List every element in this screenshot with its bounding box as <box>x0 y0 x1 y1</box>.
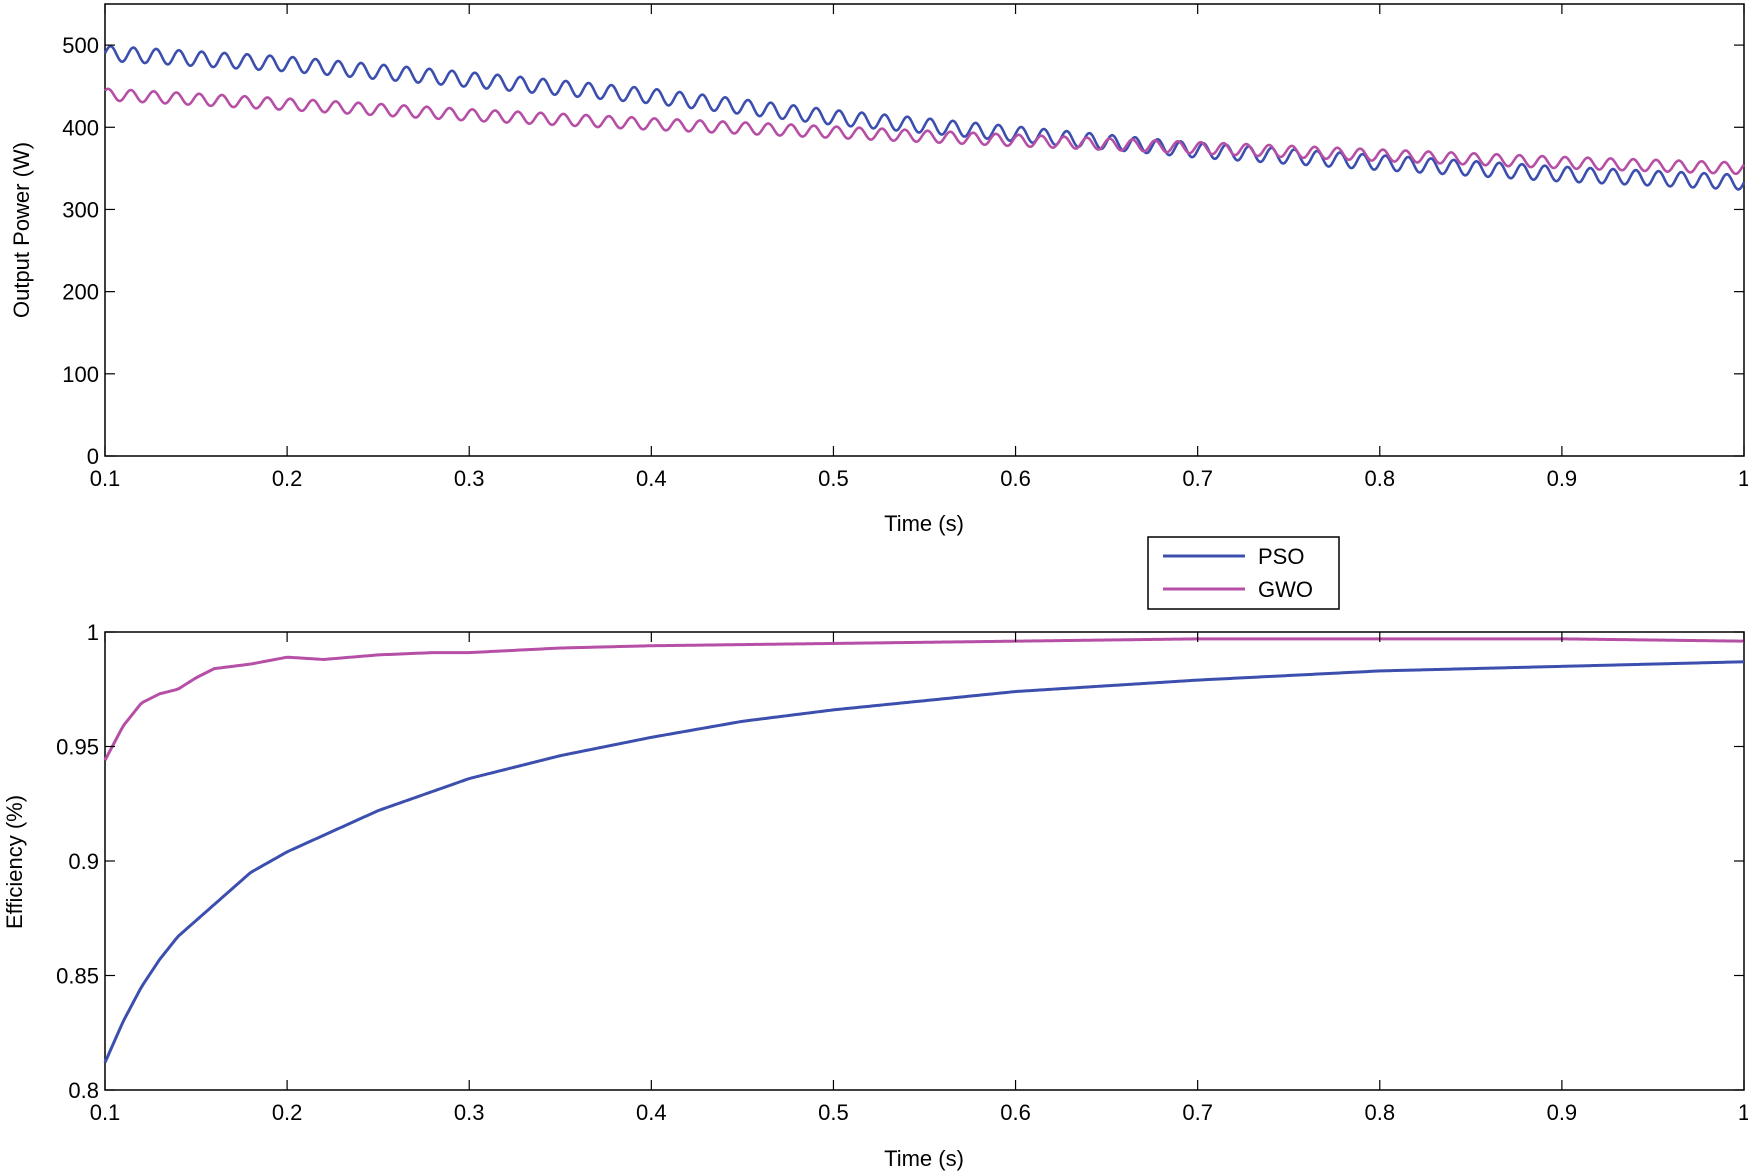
power-x-tick-label: 0.3 <box>454 466 485 491</box>
efficiency-y-tick-label: 0.8 <box>68 1078 99 1103</box>
power-y-ticks: 0 100 200 300 400 500 <box>62 33 1744 469</box>
efficiency-plot-area <box>104 631 1745 1091</box>
efficiency-x-tick-label: 0.8 <box>1364 1100 1395 1125</box>
efficiency-x-tick-label: 1 <box>1738 1100 1748 1125</box>
efficiency-y-axis-label: Efficiency (%) <box>2 795 27 929</box>
power-y-tick-label: 0 <box>87 444 99 469</box>
power-y-tick-label: 200 <box>62 280 99 305</box>
power-x-axis-label: Time (s) <box>884 511 964 536</box>
power-plot-area <box>104 3 1745 457</box>
efficiency-x-axis-label: Time (s) <box>884 1146 964 1171</box>
power-series-group <box>103 44 1746 191</box>
power-y-tick-label: 400 <box>62 115 99 140</box>
power-x-tick-label: 0.8 <box>1364 466 1395 491</box>
power-x-tick-label: 0.5 <box>818 466 849 491</box>
efficiency-x-tick-label: 0.4 <box>636 1100 667 1125</box>
power-x-ticks: 0.1 0.2 0.3 0.4 0.5 0.6 0.7 0.8 0.9 1 <box>90 4 1748 491</box>
power-x-tick-label: 0.4 <box>636 466 667 491</box>
legend-gwo-label: GWO <box>1258 577 1313 602</box>
efficiency-plot: 0.1 0.2 0.3 0.4 0.5 0.6 0.7 0.8 0.9 1 0.80.850.90… <box>2 620 1748 1171</box>
efficiency-x-tick-label: 0.6 <box>1000 1100 1031 1125</box>
power-x-tick-label: 1 <box>1738 466 1748 491</box>
power-y-tick-label: 300 <box>62 197 99 222</box>
efficiency-y-tick-label: 0.95 <box>56 735 99 760</box>
power-x-tick-label: 0.9 <box>1547 466 1578 491</box>
efficiency-x-tick-label: 0.3 <box>454 1100 485 1125</box>
efficiency-y-ticks: 0.8 0.85 0.9 0.95 1 <box>56 620 1744 1103</box>
efficiency-x-tick-label: 0.9 <box>1547 1100 1578 1125</box>
power-x-tick-label: 0.2 <box>272 466 303 491</box>
power-plot: 0.1 0.2 0.3 0.4 0.5 0.6 0.7 0.8 0.9 1 0 100 200 300 4… <box>9 3 1748 536</box>
legend-pso-label: PSO <box>1258 544 1304 569</box>
efficiency-x-tick-label: 0.5 <box>818 1100 849 1125</box>
power-series-pso-line <box>103 44 1746 191</box>
efficiency-y-tick-label: 0.9 <box>68 849 99 874</box>
efficiency-y-tick-label: 1 <box>87 620 99 645</box>
power-x-tick-label: 0.7 <box>1182 466 1213 491</box>
efficiency-x-tick-label: 0.1 <box>90 1100 121 1125</box>
efficiency-y-tick-label: 0.85 <box>56 964 99 989</box>
power-y-tick-label: 100 <box>62 362 99 387</box>
power-y-axis-label: Output Power (W) <box>9 142 34 318</box>
legend-box <box>1147 536 1340 610</box>
power-y-tick-label: 500 <box>62 33 99 58</box>
power-x-tick-label: 0.1 <box>90 466 121 491</box>
efficiency-x-tick-label: 0.7 <box>1182 1100 1213 1125</box>
efficiency-x-ticks: 0.1 0.2 0.3 0.4 0.5 0.6 0.7 0.8 0.9 1 <box>90 632 1748 1125</box>
legend: PSO GWO <box>1147 536 1340 610</box>
efficiency-series-group <box>103 637 1745 1064</box>
power-x-tick-label: 0.6 <box>1000 466 1031 491</box>
efficiency-series-pso-line <box>103 660 1745 1064</box>
power-series-gwo-line <box>104 87 1746 176</box>
efficiency-x-tick-label: 0.2 <box>272 1100 303 1125</box>
efficiency-series-gwo-line <box>103 637 1745 761</box>
